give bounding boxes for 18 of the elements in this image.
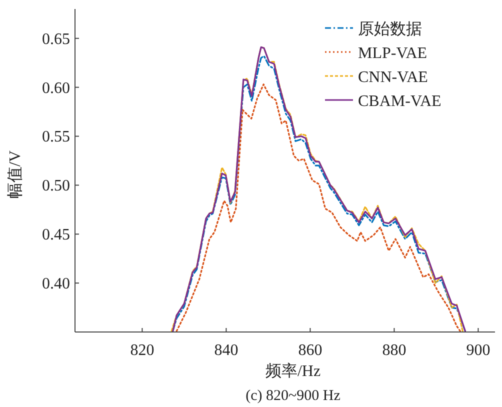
x-tick-label: 900 [466,342,490,359]
y-tick-label: 0.65 [42,30,70,48]
text: (c) 820~900 Hz [246,388,341,404]
legend-label: CNN-VAE [358,69,428,86]
x-axis-title: 频率/Hz [265,362,321,380]
legend-label: 原始数据 [358,21,422,38]
x-tick-label: 820 [130,342,154,359]
x-tick-label: 860 [298,342,322,359]
y-tick-label: 0.40 [42,276,70,293]
x-tick-label: 880 [382,342,406,359]
y-tick-label: 0.45 [42,226,70,244]
legend-label: CBAM-VAE [358,93,442,110]
legend-label: MLP-VAE [358,45,428,62]
x-tick-label: 840 [214,342,238,359]
y-axis-title: 幅值/V [7,150,24,198]
y-tick-label: 0.50 [42,178,70,195]
y-tick-label: 0.60 [42,80,70,97]
y-tick-label: 0.55 [42,128,70,146]
